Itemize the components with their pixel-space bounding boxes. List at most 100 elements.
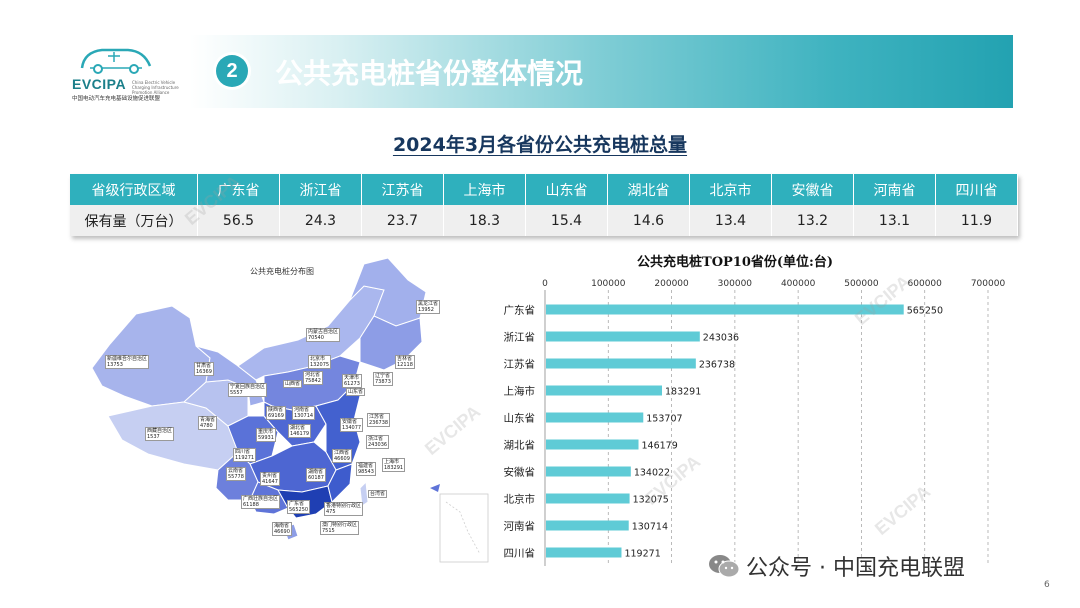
- value-cell: 56.5: [197, 205, 280, 236]
- map-region-taiwan: [359, 480, 369, 507]
- value-cell: 14.6: [607, 205, 690, 236]
- category-label: 北京市: [504, 493, 536, 506]
- map-south-sea-inset: [439, 493, 489, 563]
- row-header-region: 省级行政区域: [70, 174, 198, 205]
- map-province-label: 江西省 46609: [332, 449, 352, 463]
- map-province-label: 宁夏回族自治区 5557: [228, 383, 268, 397]
- map-province-label: 山西省: [283, 380, 303, 388]
- map-province-label: 内蒙古自治区 70540: [306, 328, 341, 342]
- x-tick-label: 300000: [718, 279, 753, 289]
- value-cell: 13.1: [853, 205, 936, 236]
- logo-brand: EVCIPA: [72, 76, 127, 92]
- data-label: 132075: [633, 495, 669, 506]
- category-label: 上海市: [504, 385, 536, 398]
- map-province-label: 新疆维吾尔自治区 13753: [105, 355, 150, 369]
- map-province-label: 贵州省 41647: [260, 472, 280, 486]
- province-cell: 广东省: [197, 174, 280, 205]
- map-province-label: 黑龙江省 13952: [416, 300, 441, 314]
- row-header-count: 保有量（万台）: [70, 205, 198, 236]
- map-province-label: 四川省 119271: [233, 448, 257, 462]
- province-cell: 四川省: [935, 174, 1018, 205]
- wechat-icon: [709, 555, 740, 578]
- map-province-label: 吉林省 12118: [395, 355, 415, 369]
- wechat-footer-text: 公众号 · 中国充电联盟: [746, 556, 965, 581]
- map-province-label: 上海市 183291: [382, 458, 406, 472]
- category-label: 安徽省: [504, 466, 536, 479]
- section-number-badge: 2: [216, 55, 248, 87]
- table-value-row: 保有量（万台） 56.5 24.3 23.7 18.3 15.4 14.6 13…: [70, 205, 1018, 236]
- category-label: 广东省: [504, 304, 536, 317]
- value-cell: 18.3: [443, 205, 526, 236]
- x-tick-label: 700000: [971, 279, 1006, 289]
- map-province-label: 陕西省 69169: [266, 406, 286, 420]
- header-banner: [190, 35, 1013, 108]
- map-province-label: 广东省 565250: [287, 500, 311, 514]
- map-region-fujian: [327, 463, 353, 503]
- map-province-label: 江苏省 236738: [367, 413, 391, 427]
- map-province-label: 湖北省 146179: [288, 424, 312, 438]
- bar: [546, 385, 662, 396]
- map-province-label: 重庆市 59931: [256, 428, 276, 442]
- map-province-label: 浙江省 243036: [366, 435, 390, 449]
- bar: [546, 304, 904, 315]
- map-province-label: 辽宁省 73873: [373, 372, 393, 386]
- data-label: 153707: [646, 414, 682, 425]
- data-label: 130714: [632, 522, 668, 533]
- category-label: 江苏省: [504, 358, 536, 371]
- province-cell: 浙江省: [279, 174, 362, 205]
- map-province-label: 河南省 130714: [292, 406, 316, 420]
- logo-brand-en: China Electric Vehicle Charging Infrastr…: [132, 80, 179, 95]
- logo-brand-cn: 中国电动汽车充电基础设施促进联盟: [72, 96, 161, 102]
- value-cell: 15.4: [525, 205, 608, 236]
- data-label: 119271: [624, 549, 660, 560]
- map-province-label: 福建省 98543: [356, 462, 376, 476]
- map-province-label: 湖南省 60187: [306, 468, 326, 482]
- map-province-label: 青海省 4780: [198, 416, 218, 430]
- province-cell: 山东省: [525, 174, 608, 205]
- map-province-label: 台湾省: [368, 490, 388, 498]
- data-label: 243036: [703, 333, 739, 344]
- map-province-label: 广西壮族自治区 61188: [241, 495, 281, 509]
- page-number: 6: [1044, 580, 1050, 590]
- value-cell: 23.7: [361, 205, 444, 236]
- bar: [546, 331, 700, 342]
- x-tick-label: 100000: [591, 279, 626, 289]
- ev-car-icon: [80, 48, 152, 74]
- map-province-label: 西藏自治区 1537: [145, 427, 175, 441]
- data-label: 146179: [642, 441, 678, 452]
- value-cell: 13.2: [771, 205, 854, 236]
- x-tick-label: 200000: [654, 279, 689, 289]
- bar: [546, 547, 622, 558]
- data-label: 183291: [665, 387, 701, 398]
- top10-bar-chart: 公共充电桩TOP10省份(单位:台) 0 100000 200000 300000 400…: [504, 254, 1006, 566]
- category-label: 四川省: [504, 547, 536, 560]
- province-cell: 江苏省: [361, 174, 444, 205]
- map-title: 公共充电桩分布图: [250, 267, 314, 276]
- bar: [546, 520, 629, 531]
- map-province-label: 海南省 46690: [272, 522, 292, 536]
- map-province-label: 香港特别行政区 475: [324, 502, 364, 516]
- x-tick-label: 400000: [781, 279, 816, 289]
- province-cell: 上海市: [443, 174, 526, 205]
- province-cell: 安徽省: [771, 174, 854, 205]
- province-cell: 湖北省: [607, 174, 690, 205]
- data-label: 134022: [634, 468, 670, 479]
- value-cell: 24.3: [279, 205, 362, 236]
- province-table: 省级行政区域 广东省 浙江省 江苏省 上海市 山东省 湖北省 北京市 安徽省 河…: [70, 174, 1018, 236]
- category-label: 山东省: [504, 412, 536, 425]
- map-province-label: 山东省: [346, 388, 366, 396]
- province-cell: 北京市: [689, 174, 772, 205]
- map-province-label: 天津市 61273: [342, 374, 362, 388]
- bar: [546, 412, 644, 423]
- table-header-row: 省级行政区域 广东省 浙江省 江苏省 上海市 山东省 湖北省 北京市 安徽省 河…: [70, 174, 1018, 205]
- category-label: 湖北省: [504, 439, 536, 452]
- map-province-label: 北京市 132075: [308, 355, 332, 369]
- map-province-label: 甘肃省 16369: [194, 362, 214, 376]
- map-province-label: 澳门特别行政区 7515: [320, 521, 360, 535]
- data-label: 565250: [907, 306, 943, 317]
- category-label: 浙江省: [504, 331, 536, 344]
- bar: [546, 493, 630, 504]
- bar: [546, 439, 639, 450]
- data-label: 236738: [699, 360, 735, 371]
- table-title: 2024年3月各省份公共充电桩总量: [392, 134, 688, 156]
